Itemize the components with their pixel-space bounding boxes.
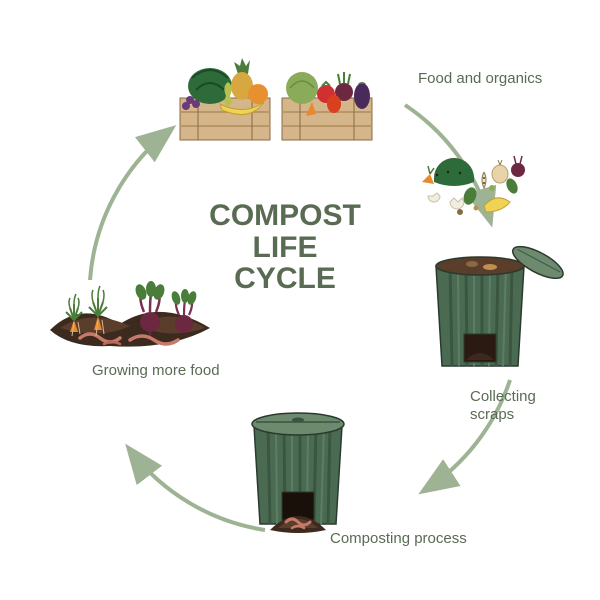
food-crates-icon	[180, 58, 372, 140]
label-collecting-scraps: Collecting scraps	[470, 388, 536, 424]
label-growing-food: Growing more food	[92, 362, 220, 380]
cycle-diagram	[0, 0, 600, 600]
label-food-organics: Food and organics	[418, 70, 542, 88]
collecting-bin-icon	[422, 156, 567, 366]
composting-bin-icon	[252, 413, 344, 533]
label-composting-process: Composting process	[330, 530, 467, 548]
diagram-title: COMPOST LIFE CYCLE	[185, 200, 385, 295]
